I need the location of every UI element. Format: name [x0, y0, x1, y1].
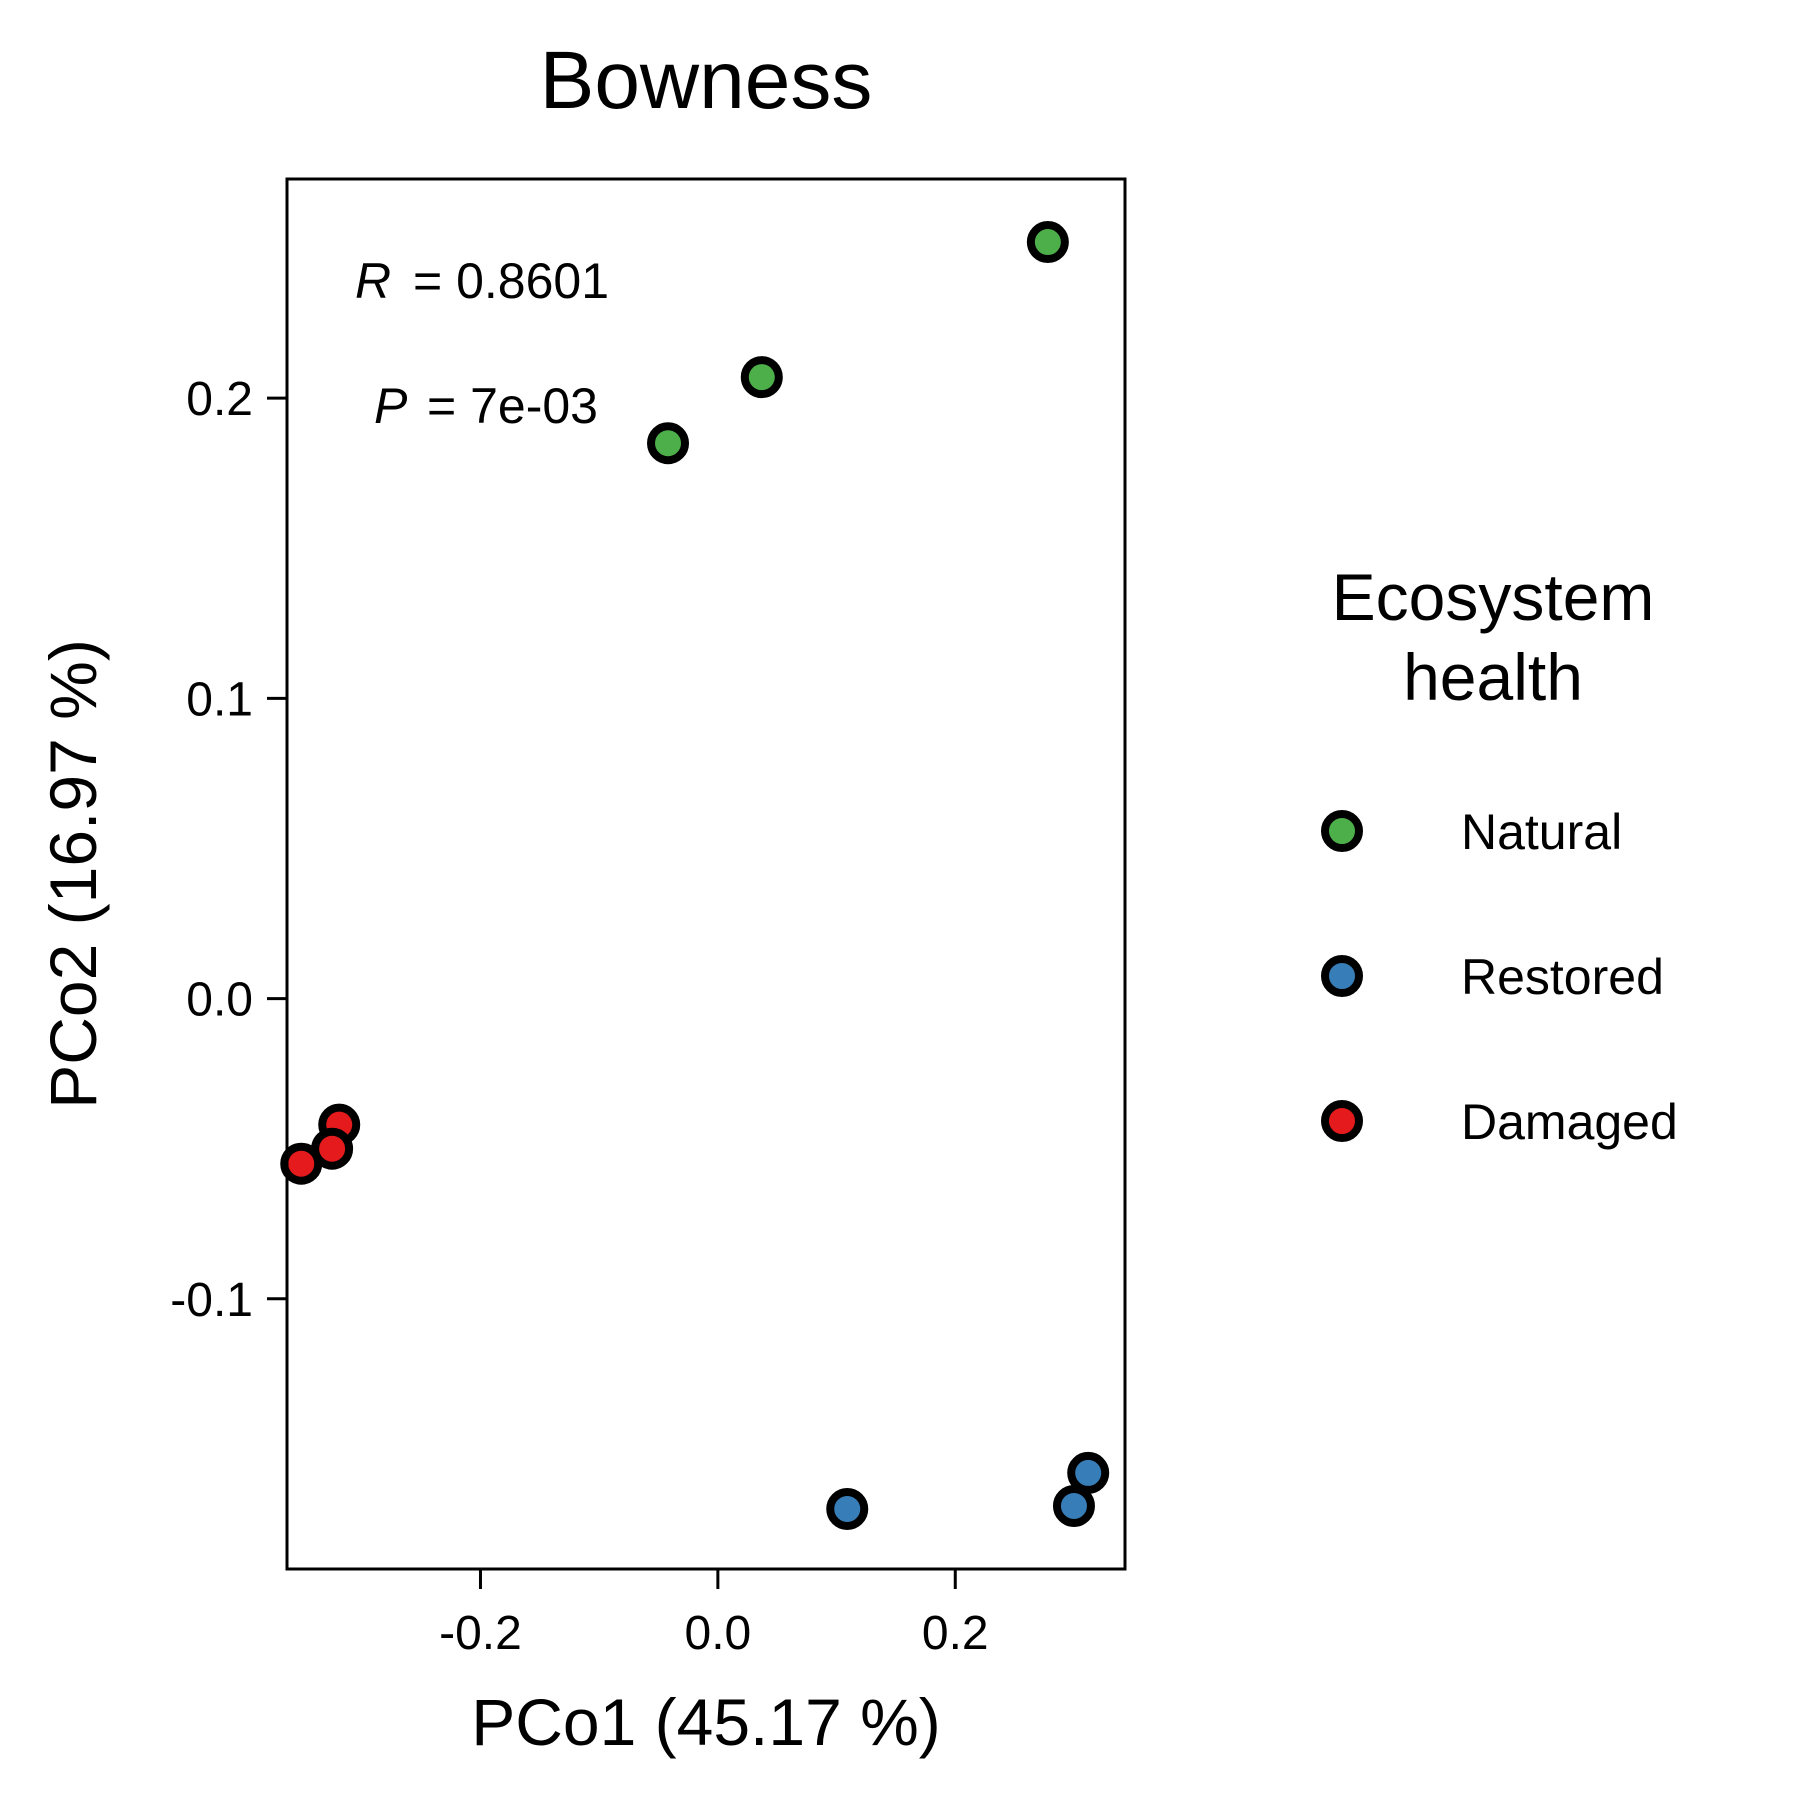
- r-value: = 0.8601: [413, 253, 609, 309]
- data-points: [280, 221, 1110, 1530]
- legend-marker-restored: [1321, 955, 1363, 997]
- point-restored: [1052, 1484, 1095, 1527]
- p-value: = 7e-03: [427, 378, 598, 434]
- point-damaged: [280, 1142, 323, 1185]
- axis-ticks: -0.2 0.0 0.2 -0.1 0.0 0.1 0.2: [170, 373, 988, 1660]
- plot-frame: [285, 177, 1127, 1571]
- x-tick-label: 0.0: [685, 1607, 752, 1660]
- x-tick-label: -0.2: [439, 1607, 522, 1660]
- legend-label-damaged: Damaged: [1461, 1094, 1678, 1150]
- chart-title: Bowness: [540, 35, 873, 126]
- y-tick-label: 0.1: [186, 673, 253, 726]
- y-tick-label: -0.1: [170, 1274, 253, 1327]
- point-natural: [1026, 221, 1069, 264]
- x-tick-label: 0.2: [922, 1607, 989, 1660]
- x-axis-label: PCo1 (45.17 %): [471, 1685, 941, 1759]
- y-tick-label: 0.2: [186, 373, 253, 426]
- legend-marker-damaged: [1321, 1100, 1363, 1142]
- p-symbol: P: [374, 378, 408, 434]
- r-symbol: R: [355, 253, 391, 309]
- point-restored: [1067, 1451, 1110, 1494]
- y-tick-label: 0.0: [186, 974, 253, 1027]
- legend-title-line2: health: [1403, 640, 1583, 714]
- legend-label-restored: Restored: [1461, 949, 1664, 1005]
- point-restored: [826, 1487, 869, 1530]
- point-natural: [647, 422, 690, 465]
- y-axis-label: PCo2 (16.97 %): [36, 639, 110, 1109]
- point-natural: [740, 356, 783, 399]
- legend-label-natural: Natural: [1461, 804, 1622, 860]
- legend-marker-natural: [1321, 810, 1363, 852]
- legend-items: Natural Restored Damaged: [1321, 804, 1678, 1150]
- legend: Ecosystem health Natural Restored Damaged: [1321, 560, 1678, 1150]
- legend-title-line1: Ecosystem: [1332, 560, 1655, 634]
